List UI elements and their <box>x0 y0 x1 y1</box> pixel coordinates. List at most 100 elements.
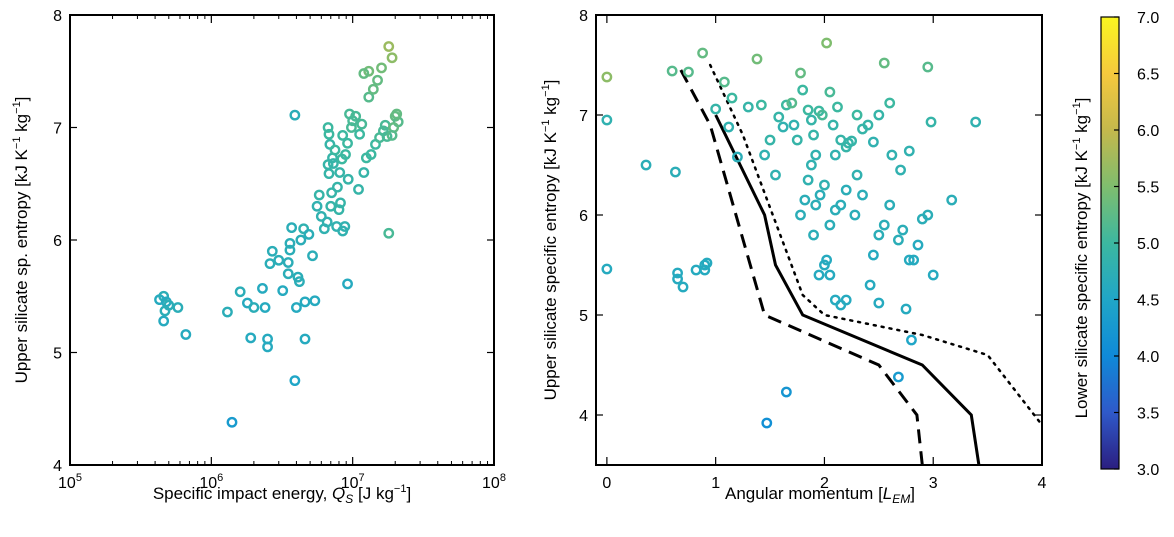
right-data-point <box>864 279 876 291</box>
left-data-point <box>340 149 351 160</box>
colorbar-tick-label: 5.0 <box>1137 236 1159 253</box>
right-x-tick-label: 1 <box>711 475 720 492</box>
right-data-point <box>718 76 730 88</box>
right-data-point <box>755 99 767 111</box>
right-data-point <box>710 103 722 115</box>
colorbar-tick-label: 6.0 <box>1137 123 1159 140</box>
left-data-point <box>245 332 257 344</box>
right-data-point <box>925 116 937 128</box>
right-data-point <box>884 97 896 109</box>
right-data-point <box>912 239 924 251</box>
right-data-point <box>677 281 689 293</box>
right-data-point <box>829 149 841 161</box>
right-data-point <box>857 189 868 201</box>
right-data-point <box>900 303 912 315</box>
right-data-point <box>791 134 803 146</box>
right-data-point <box>601 263 613 275</box>
colorbar-tick-label: 3.5 <box>1137 406 1159 423</box>
right-data-point <box>927 269 939 281</box>
right-data-point <box>824 269 836 281</box>
left-data-point <box>363 91 375 103</box>
right-data-point <box>670 166 681 178</box>
left-data-point <box>332 181 343 193</box>
right-x-ticks: 0 1 2 3 4 <box>602 15 1047 492</box>
right-y-axis-label: Upper silicate specific entropy [kJ K−1 … <box>540 80 560 401</box>
left-data-point <box>353 183 364 195</box>
right-data-point <box>699 259 711 271</box>
left-data-point <box>329 144 341 156</box>
left-y-tick-label: 5 <box>53 346 62 363</box>
left-data-point <box>299 333 311 345</box>
right-data-point <box>761 417 773 429</box>
left-data-point <box>299 296 311 308</box>
left-panel: 4 5 6 7 8 105 106 107 108 Specific impact energ… <box>11 8 506 506</box>
left-data-point <box>273 254 285 266</box>
left-data-point <box>322 122 334 133</box>
left-data-point <box>386 52 398 64</box>
right-data-point <box>916 213 928 225</box>
left-data-point <box>282 257 294 268</box>
left-x-axis-label: Specific impact energy, QS [J kg−1] <box>153 483 411 506</box>
right-data-point <box>640 159 652 171</box>
right-curve-dashed <box>679 69 924 466</box>
left-data-point <box>303 228 315 240</box>
right-data-point <box>840 184 852 196</box>
left-data-point <box>383 227 395 239</box>
left-points <box>154 41 404 428</box>
right-y-tick-label: 5 <box>579 308 588 325</box>
right-points <box>601 37 982 429</box>
right-data-point <box>886 149 898 161</box>
right-data-point <box>777 121 789 133</box>
right-data-point <box>786 97 798 109</box>
left-data-point <box>262 341 273 353</box>
left-data-point <box>342 278 353 290</box>
left-data-point <box>277 285 289 297</box>
right-data-point <box>813 269 825 281</box>
right-data-point <box>816 109 828 121</box>
right-data-point <box>672 267 683 279</box>
left-data-point <box>284 244 296 256</box>
right-data-point <box>697 47 709 59</box>
left-data-point <box>294 276 305 288</box>
left-data-point <box>321 216 333 228</box>
left-data-point <box>326 187 338 199</box>
right-data-point <box>723 121 735 133</box>
left-data-point <box>158 315 170 327</box>
right-data-point <box>873 109 885 121</box>
left-data-point <box>307 250 318 262</box>
left-data-point <box>264 258 276 270</box>
left-data-point <box>291 302 302 313</box>
right-data-point <box>764 134 776 146</box>
right-data-point <box>906 334 917 346</box>
right-data-point <box>802 104 814 116</box>
right-data-point <box>893 234 904 246</box>
right-data-point <box>970 116 982 128</box>
left-data-point <box>346 122 357 133</box>
right-data-point <box>819 179 830 191</box>
left-data-point <box>313 189 325 201</box>
right-data-point <box>873 229 885 241</box>
left-x-tick-label: 106 <box>199 472 223 492</box>
left-data-point <box>234 286 246 298</box>
left-y-ticks: 4 5 6 7 8 <box>53 8 494 475</box>
right-curve-solid <box>714 114 981 466</box>
left-data-point <box>289 109 301 121</box>
left-x-tick-label: 107 <box>341 472 365 492</box>
right-data-point <box>690 264 702 276</box>
right-data-point <box>893 371 904 383</box>
right-data-point <box>780 386 792 398</box>
left-data-point <box>282 268 294 280</box>
right-y-tick-label: 8 <box>579 8 588 25</box>
right-data-point <box>666 65 678 77</box>
right-data-point <box>788 119 800 131</box>
right-plot-frame <box>595 14 1043 466</box>
colorbar-ticks: 3.0 3.5 4.0 4.5 5.0 5.5 6.0 6.5 7.0 <box>1114 10 1159 479</box>
right-data-point <box>742 101 754 113</box>
right-data-point <box>862 119 874 131</box>
right-data-point <box>795 67 806 79</box>
left-data-point <box>358 167 370 178</box>
left-data-point <box>327 158 339 169</box>
colorbar-tick-label: 3.0 <box>1137 462 1159 479</box>
left-data-point <box>342 137 353 149</box>
